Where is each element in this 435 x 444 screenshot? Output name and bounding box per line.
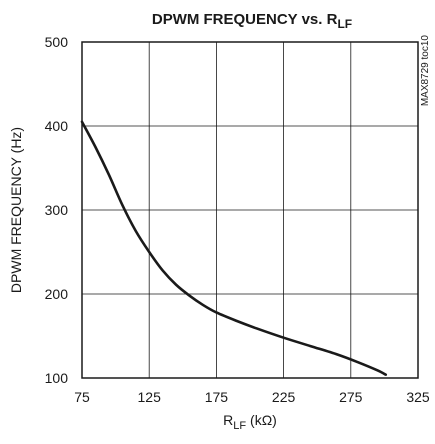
chart-title: DPWM FREQUENCY vs. RLF xyxy=(152,11,352,31)
plot-frame xyxy=(81,41,419,379)
y-tick-label: 200 xyxy=(45,286,69,302)
y-tick-labels: 500 400 300 200 100 xyxy=(45,34,69,386)
x-tick-labels: 75 125 175 225 275 325 xyxy=(74,389,430,405)
y-tick-label: 300 xyxy=(45,202,69,218)
x-tick-label: 175 xyxy=(205,389,229,405)
series-line xyxy=(80,120,388,376)
x-tick-label: 125 xyxy=(138,389,162,405)
y-tick-label: 400 xyxy=(45,118,69,134)
x-tick-label: 325 xyxy=(406,389,430,405)
y-tick-label: 100 xyxy=(45,370,69,386)
x-tick-label: 275 xyxy=(339,389,363,405)
y-tick-label: 500 xyxy=(45,34,69,50)
figure-id-label: MAX8729 toc10 xyxy=(420,35,431,107)
x-axis-label: RLF (kΩ) xyxy=(223,412,277,432)
x-tick-label: 225 xyxy=(272,389,296,405)
grid-lines xyxy=(82,42,418,378)
x-tick-label: 75 xyxy=(74,389,90,405)
y-axis-label: DPWM FREQUENCY (Hz) xyxy=(8,127,24,293)
